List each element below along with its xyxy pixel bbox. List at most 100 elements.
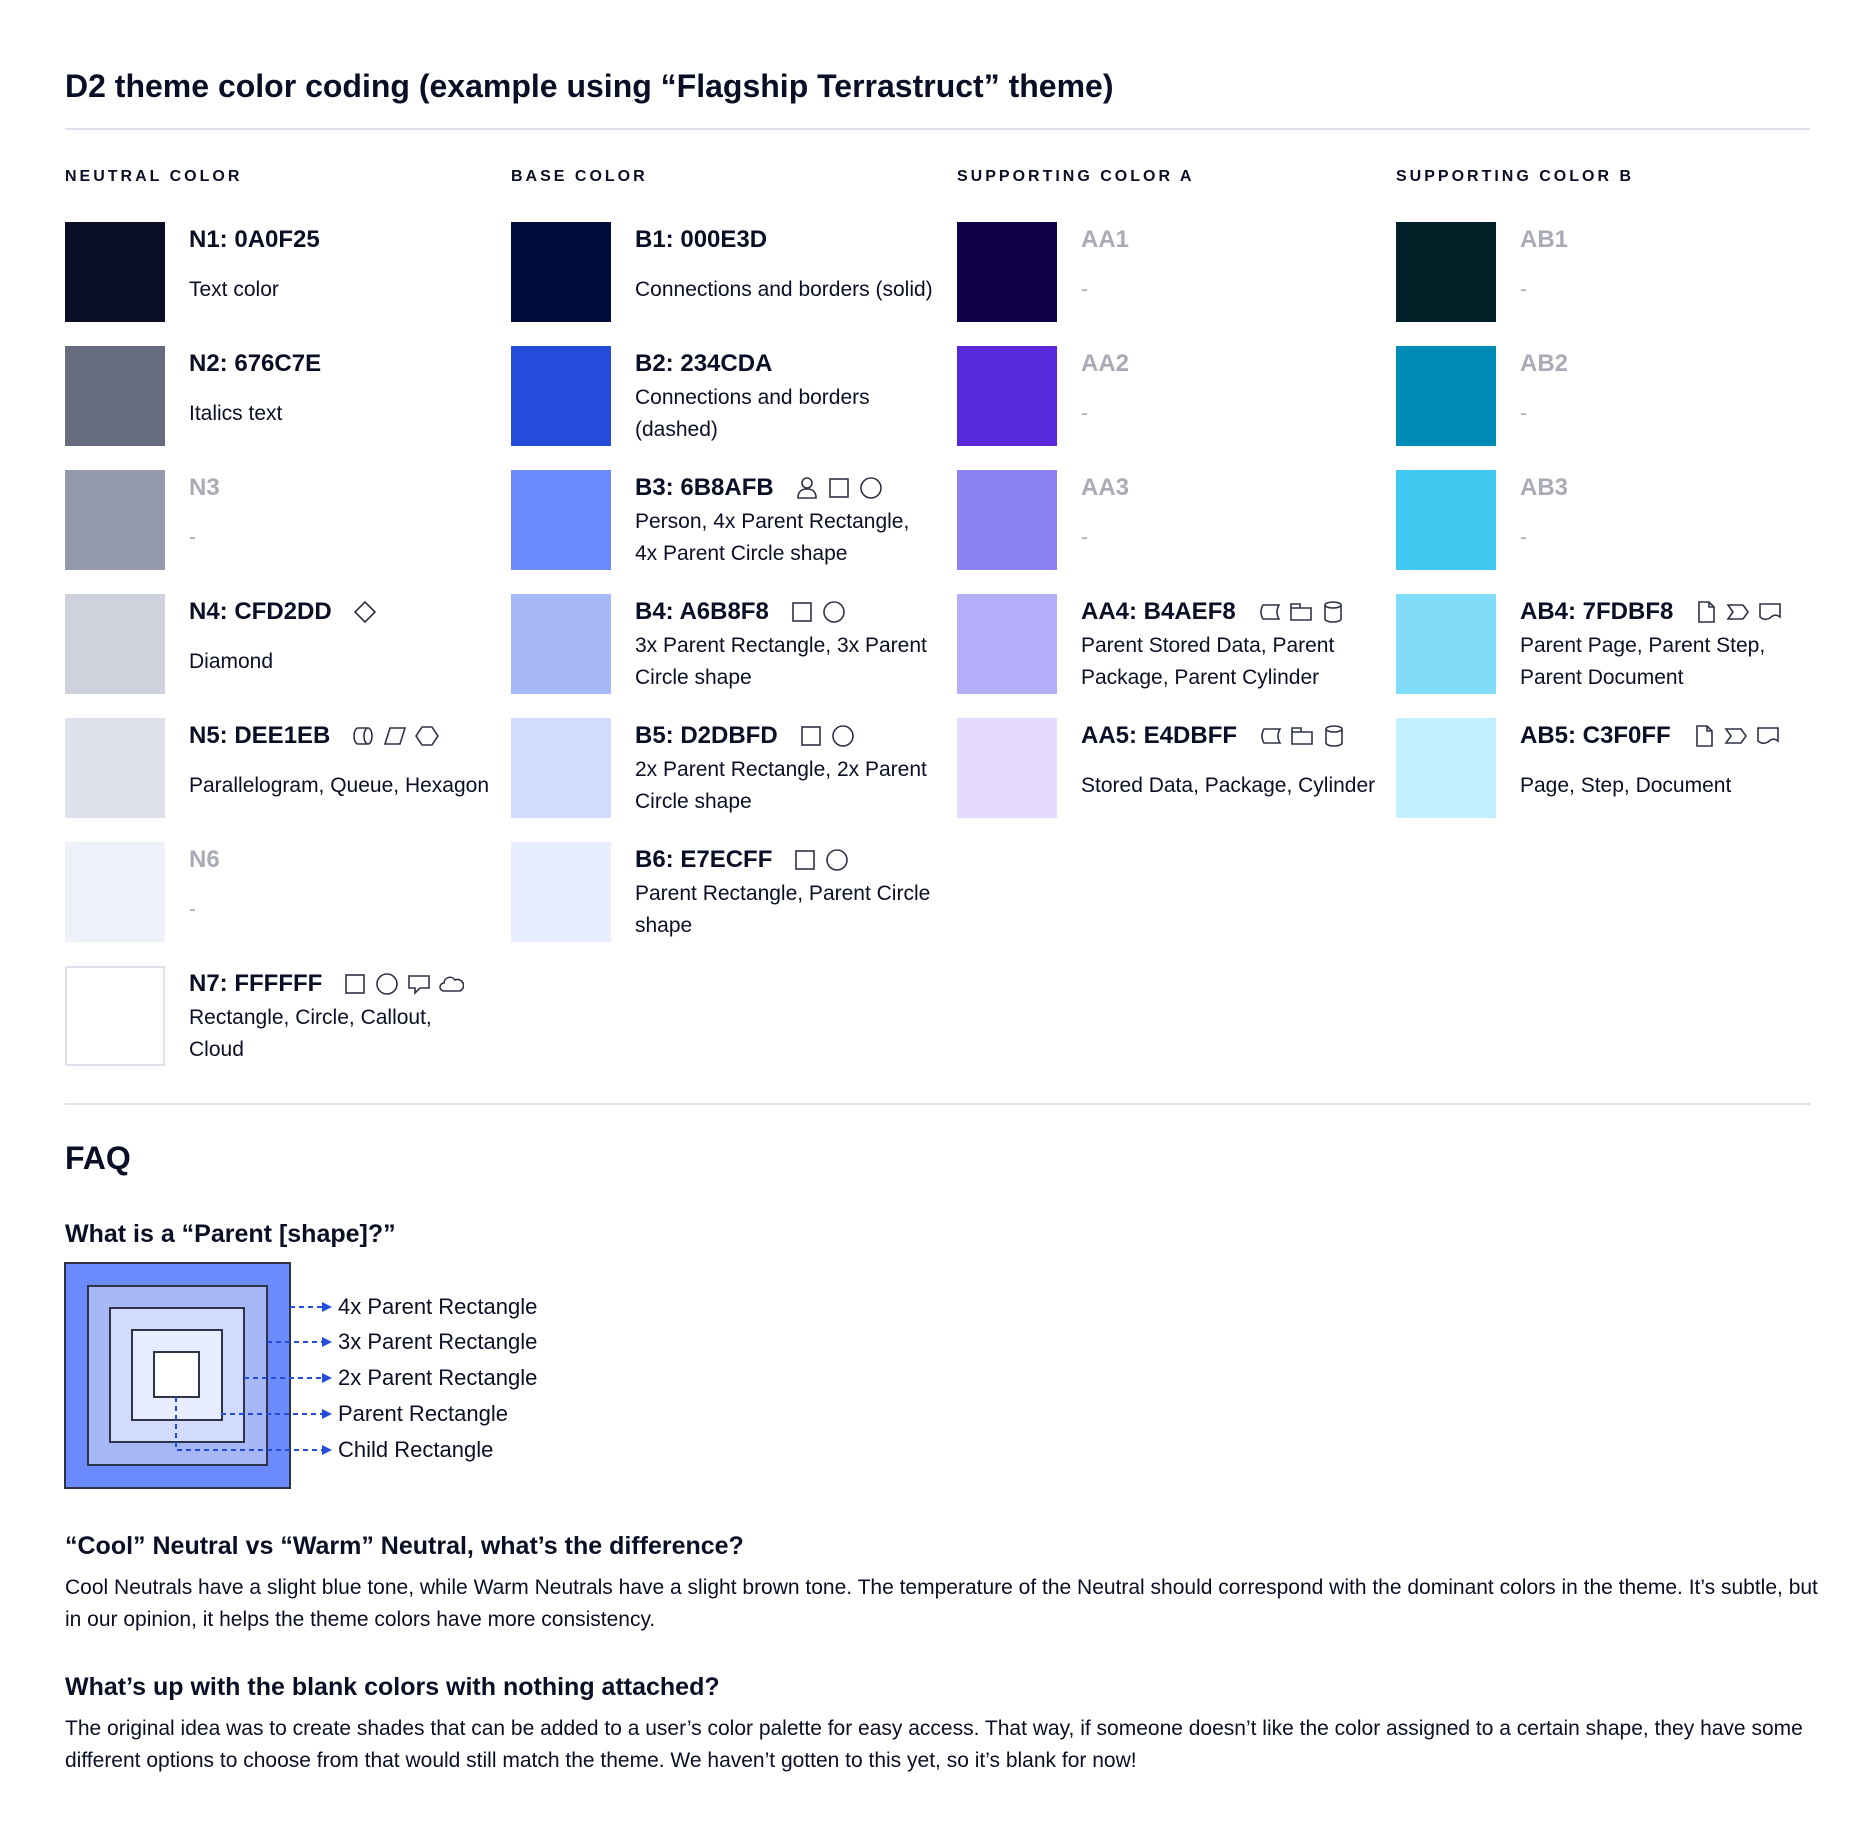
- rectangle-icon: [792, 602, 812, 622]
- shape-icons: [1257, 723, 1347, 749]
- package-icon: [1291, 727, 1313, 745]
- circle-icon: [831, 725, 854, 747]
- color-usage: 2x Parent Rectangle, 2x Parent Circle sh…: [635, 754, 935, 818]
- color-name: B1: 000E3D: [635, 222, 935, 258]
- color-usage-text: Person, 4x Parent Rectangle, 4x Parent C…: [635, 510, 910, 565]
- color-name-text: B6: E7ECFF: [635, 846, 773, 873]
- color-name: AA1: [1081, 222, 1381, 258]
- color-name-text: AB1: [1520, 226, 1569, 253]
- person-icon: [796, 477, 817, 499]
- color-row: N2: 676C7E Italics text: [65, 346, 485, 446]
- faq-heading: FAQ: [65, 1140, 131, 1176]
- color-row: AB3 -: [1396, 470, 1816, 570]
- color-swatch: [65, 718, 165, 818]
- color-swatch: [65, 470, 165, 570]
- color-usage: -: [189, 506, 489, 570]
- faq-question-blank-colors: What’s up with the blank colors with not…: [65, 1673, 720, 1701]
- color-usage: Parent Page, Parent Step, Parent Documen…: [1520, 630, 1820, 694]
- color-row: AB4: 7FDBF8 Parent Page, Parent Step, Par…: [1396, 594, 1816, 694]
- color-row: N7: FFFFFF Rectangle, Circle, Callout, Cl…: [65, 966, 485, 1066]
- color-name: B2: 234CDA: [635, 346, 935, 382]
- color-swatch: [65, 594, 165, 694]
- diagram-label: Parent Rectangle: [338, 1401, 508, 1426]
- package-icon: [1289, 603, 1312, 621]
- shape-icons: [794, 475, 884, 501]
- shape-icons: [350, 723, 440, 749]
- color-row: N4: CFD2DD Diamond: [65, 594, 485, 694]
- color-row: AA1 -: [957, 222, 1377, 322]
- color-usage-text: -: [1081, 278, 1088, 301]
- arrowhead-icon: [322, 1409, 332, 1419]
- color-usage-text: Parent Stored Data, Parent Package, Pare…: [1081, 634, 1335, 689]
- color-name-text: N4: CFD2DD: [189, 598, 332, 625]
- color-name-text: AA5: E4DBFF: [1081, 722, 1238, 749]
- rectangle-icon: [800, 726, 821, 746]
- color-name: AA4: B4AEF8: [1081, 594, 1381, 630]
- color-usage-text: -: [189, 898, 196, 921]
- color-info: B3: 6B8AFB Person, 4x Parent Rectangle, 4…: [635, 470, 935, 570]
- color-usage-text: Connections and borders (solid): [635, 278, 933, 301]
- color-name: B5: D2DBFD: [635, 718, 935, 754]
- color-usage: Connections and borders (solid): [635, 258, 935, 322]
- hexagon-icon: [415, 726, 440, 746]
- color-row: B5: D2DBFD 2x Parent Rectangle, 2x Parent…: [511, 718, 931, 818]
- color-info: AB3 -: [1520, 470, 1820, 570]
- faq-question-cool-warm: “Cool” Neutral vs “Warm” Neutral, what’s…: [65, 1532, 744, 1560]
- color-usage-text: -: [1081, 402, 1088, 425]
- color-row: B1: 000E3D Connections and borders (solid…: [511, 222, 933, 322]
- shape-icons: [789, 599, 847, 625]
- diagram-label: Child Rectangle: [338, 1437, 494, 1462]
- color-info: AA1 -: [1081, 222, 1381, 322]
- color-name-text: B3: 6B8AFB: [635, 474, 774, 501]
- rectangle-icon: [828, 478, 849, 498]
- color-swatch: [511, 346, 611, 446]
- color-name: AB3: [1520, 470, 1820, 506]
- color-usage-text: -: [1520, 278, 1527, 301]
- color-row: N5: DEE1EB Parallelogram, Queue, Hexagon: [65, 718, 489, 818]
- color-name: N3: [189, 470, 489, 506]
- color-name: B3: 6B8AFB: [635, 470, 935, 506]
- column-heading: BASE COLOR: [511, 168, 648, 185]
- color-usage: Text color: [189, 258, 489, 322]
- color-name: N1: 0A0F25: [189, 222, 489, 258]
- shape-icons: [798, 723, 856, 749]
- color-usage-text: 3x Parent Rectangle, 3x Parent Circle sh…: [635, 634, 927, 689]
- shape-icons: [792, 847, 850, 873]
- color-info: AB2 -: [1520, 346, 1820, 446]
- color-swatch: [957, 594, 1057, 694]
- color-name-text: N5: DEE1EB: [189, 722, 331, 749]
- color-name-text: AA2: [1081, 350, 1130, 377]
- color-swatch: [957, 222, 1057, 322]
- color-swatch: [957, 470, 1057, 570]
- parallelogram-icon: [384, 727, 407, 745]
- color-name-text: AA3: [1081, 474, 1130, 501]
- color-usage-text: Parent Page, Parent Step, Parent Documen…: [1520, 634, 1766, 689]
- color-info: N3 -: [189, 470, 489, 570]
- color-name-text: B5: D2DBFD: [635, 722, 778, 749]
- color-name: AB2: [1520, 346, 1820, 382]
- color-usage: Parent Rectangle, Parent Circle shape: [635, 878, 935, 942]
- color-swatch: [65, 222, 165, 322]
- shape-icons: [342, 971, 465, 997]
- shape-icons: [1256, 599, 1346, 625]
- color-row: B4: A6B8F8 3x Parent Rectangle, 3x Parent…: [511, 594, 931, 694]
- color-name-text: AB2: [1520, 350, 1569, 377]
- color-swatch: [511, 594, 611, 694]
- color-swatch: [1396, 718, 1496, 818]
- diagram-label: 3x Parent Rectangle: [338, 1329, 538, 1354]
- color-name: B4: A6B8F8: [635, 594, 935, 630]
- faq-answer-cool-warm: Cool Neutrals have a slight blue tone, w…: [65, 1576, 1818, 1631]
- color-info: B5: D2DBFD 2x Parent Rectangle, 2x Parent…: [635, 718, 935, 818]
- page-title: D2 theme color coding (example using “Fl…: [65, 68, 1114, 104]
- color-usage: 3x Parent Rectangle, 3x Parent Circle sh…: [635, 630, 935, 694]
- arrowhead-icon: [322, 1445, 332, 1455]
- color-usage-text: Connections and borders (dashed): [635, 386, 870, 441]
- color-swatch: [65, 966, 165, 1066]
- color-name-text: N2: 676C7E: [189, 350, 322, 377]
- color-name-text: N6: [189, 846, 220, 873]
- column-heading: NEUTRAL COLOR: [65, 168, 243, 185]
- shape-icons: [352, 599, 378, 625]
- color-name: AA3: [1081, 470, 1381, 506]
- color-name: AB1: [1520, 222, 1820, 258]
- color-usage-text: -: [1081, 526, 1088, 549]
